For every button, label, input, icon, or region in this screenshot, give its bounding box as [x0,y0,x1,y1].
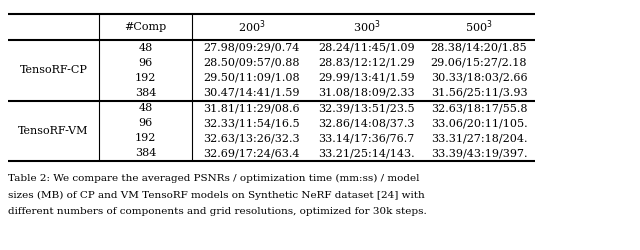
Text: different numbers of components and grid resolutions, optimized for 30k steps.: different numbers of components and grid… [8,207,426,216]
Text: 48: 48 [138,103,153,113]
Text: Table 2: We compare the averaged PSNRs / optimization time (mm:ss) / model: Table 2: We compare the averaged PSNRs /… [8,174,419,183]
Text: 384: 384 [135,88,156,98]
Text: 32.39/13:51/23.5: 32.39/13:51/23.5 [319,103,415,113]
Text: 28.50/09:57/0.88: 28.50/09:57/0.88 [203,58,300,68]
Text: 28.24/11:45/1.09: 28.24/11:45/1.09 [319,43,415,53]
Text: 384: 384 [135,148,156,158]
Text: TensoRF-VM: TensoRF-VM [18,126,89,136]
Text: 31.56/25:11/3.93: 31.56/25:11/3.93 [431,88,527,98]
Text: 33.21/25:14/143.: 33.21/25:14/143. [319,148,415,158]
Text: 27.98/09:29/0.74: 27.98/09:29/0.74 [203,43,300,53]
Text: 33.14/17:36/76.7: 33.14/17:36/76.7 [319,133,415,143]
Text: 31.08/18:09/2.33: 31.08/18:09/2.33 [319,88,415,98]
Text: 31.81/11:29/08.6: 31.81/11:29/08.6 [203,103,300,113]
Text: #Comp: #Comp [125,22,167,32]
Text: 32.86/14:08/37.3: 32.86/14:08/37.3 [319,118,415,128]
Text: TensoRF-CP: TensoRF-CP [19,66,88,76]
Text: 30.47/14:41/1.59: 30.47/14:41/1.59 [203,88,300,98]
Text: 30.33/18:03/2.66: 30.33/18:03/2.66 [431,73,527,83]
Text: 32.63/13:26/32.3: 32.63/13:26/32.3 [203,133,300,143]
Text: 33.31/27:18/204.: 33.31/27:18/204. [431,133,527,143]
Text: 96: 96 [138,58,153,68]
Text: 29.99/13:41/1.59: 29.99/13:41/1.59 [319,73,415,83]
Text: 33.06/20:11/105.: 33.06/20:11/105. [431,118,527,128]
Text: 32.63/18:17/55.8: 32.63/18:17/55.8 [431,103,527,113]
Text: 200$^3$: 200$^3$ [237,19,265,35]
Text: 29.06/15:27/2.18: 29.06/15:27/2.18 [431,58,527,68]
Text: 300$^3$: 300$^3$ [353,19,381,35]
Text: 28.83/12:12/1.29: 28.83/12:12/1.29 [319,58,415,68]
Text: 28.38/14:20/1.85: 28.38/14:20/1.85 [431,43,527,53]
Text: 48: 48 [138,43,153,53]
Text: 32.33/11:54/16.5: 32.33/11:54/16.5 [203,118,300,128]
Text: 500$^3$: 500$^3$ [465,19,493,35]
Text: 29.50/11:09/1.08: 29.50/11:09/1.08 [203,73,300,83]
Text: 192: 192 [135,73,156,83]
Text: 96: 96 [138,118,153,128]
Text: 33.39/43:19/397.: 33.39/43:19/397. [431,148,527,158]
Text: sizes (MB) of CP and VM TensoRF models on Synthetic NeRF dataset [24] with: sizes (MB) of CP and VM TensoRF models o… [8,191,424,200]
Text: 32.69/17:24/63.4: 32.69/17:24/63.4 [203,148,300,158]
Text: 192: 192 [135,133,156,143]
